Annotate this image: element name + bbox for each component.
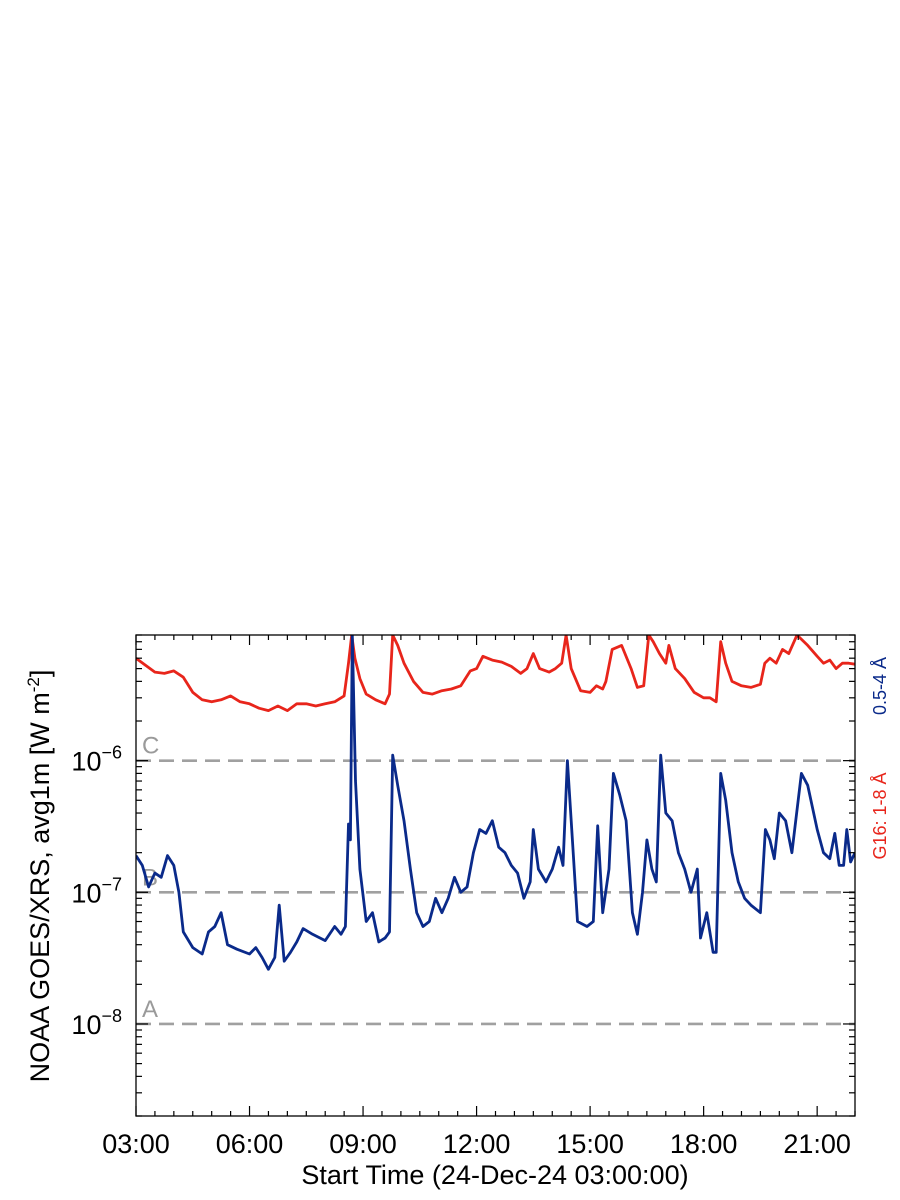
y-tick-label: 10−6 — [71, 743, 122, 777]
y-axis-label-end: ] — [25, 670, 55, 678]
x-tick-label: 12:00 — [443, 1129, 511, 1159]
y-tick-exponent: −8 — [101, 1006, 122, 1026]
x-tick-label: 06:00 — [216, 1129, 284, 1159]
y-tick-base: 10 — [71, 878, 101, 908]
class-label-A: A — [142, 996, 158, 1023]
x-tick-label: 09:00 — [329, 1129, 397, 1159]
y-tick-label: 10−8 — [71, 1006, 122, 1040]
x-tick-labels: 03:00 06:00 09:00 12:00 15:00 18:00 21:00 — [102, 1129, 851, 1159]
legend-entry-1-8: G16: 1-8 Å — [870, 772, 890, 859]
class-label-C: C — [142, 733, 159, 760]
series-line-0.5-4 — [136, 635, 855, 971]
class-label-B: B — [142, 864, 158, 891]
x-axis-label: Start Time (24-Dec-24 03:00:00) — [301, 1160, 688, 1190]
x-tick-label: 15:00 — [556, 1129, 624, 1159]
x-tick-label: 03:00 — [102, 1129, 170, 1159]
y-tick-base: 10 — [71, 747, 101, 777]
flare-class-lines: C B A — [136, 733, 855, 1026]
series-layer — [136, 635, 855, 971]
y-tick-exponent: −7 — [101, 874, 122, 894]
y-tick-labels: 10−610−710−8 — [71, 743, 122, 1040]
legend-entry-0.5-4: 0.5-4 Å — [870, 657, 890, 715]
y-tick-label: 10−7 — [71, 874, 122, 908]
series-line-1-8 — [136, 635, 855, 712]
x-tick-label: 18:00 — [670, 1129, 738, 1159]
y-axis-label-main: NOAA GOES/XRS, avg1m [W m — [25, 692, 55, 1082]
y-tick-base: 10 — [71, 1010, 101, 1040]
y-tick-exponent: −6 — [101, 743, 122, 763]
plot-frame — [135, 634, 856, 1117]
y-axis-label-exponent: -2 — [24, 677, 43, 692]
y-axis-label: NOAA GOES/XRS, avg1m [W m-2] — [24, 670, 55, 1083]
axis-ticks — [135, 634, 856, 1117]
x-tick-label: 21:00 — [783, 1129, 851, 1159]
